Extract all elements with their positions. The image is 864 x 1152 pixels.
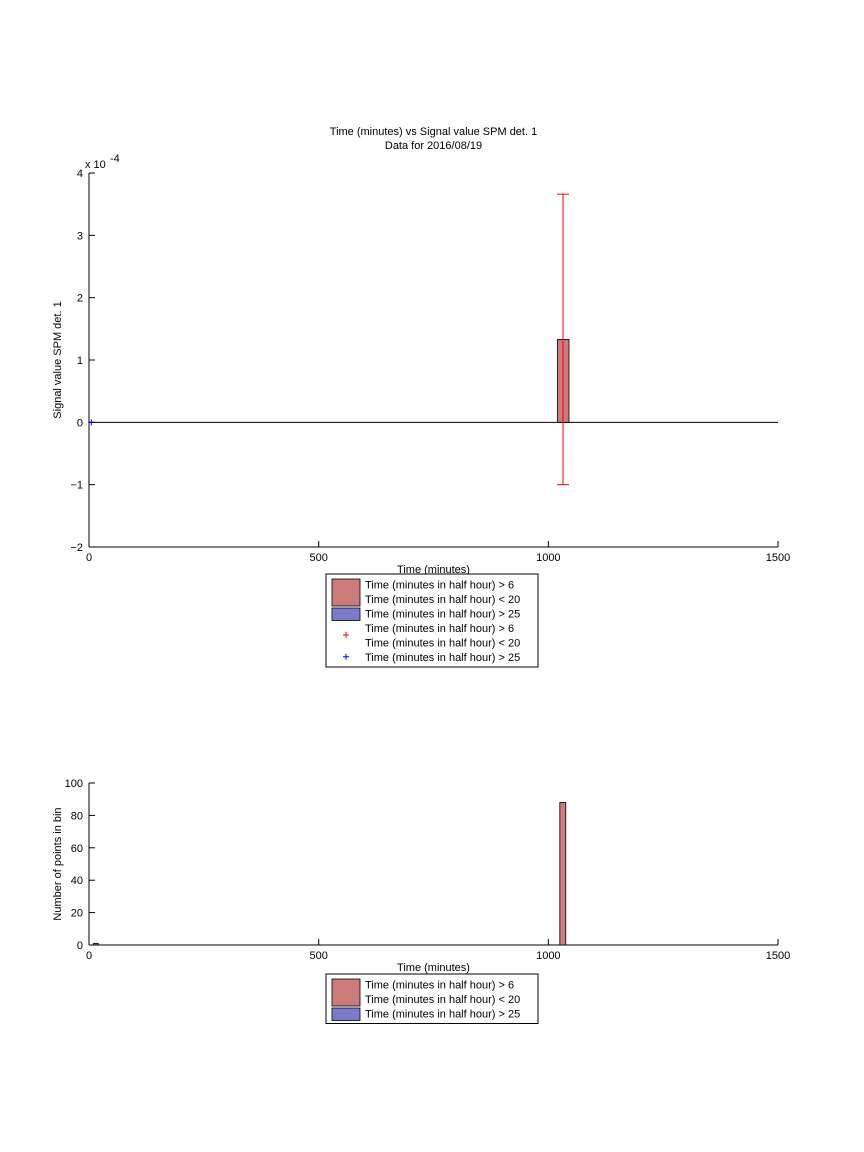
- chart2-legend-swatch-2: [331, 1007, 361, 1021]
- chart1-subtitle: Data for 2016/08/19: [385, 140, 482, 152]
- chart2-legend-label-1: Time (minutes in half hour) < 20: [365, 994, 520, 1006]
- chart2-y-axis-label: Number of points in bin: [52, 807, 64, 920]
- chart2-legend-label-1: Time (minutes in half hour) > 6: [365, 980, 514, 992]
- chart1-y-exponent-power: -4: [110, 153, 120, 165]
- chart1-legend-swatch-1: [331, 578, 361, 607]
- chart1-x-tick-label: 1500: [766, 552, 790, 564]
- chart2-legend-label-2: Time (minutes in half hour) > 25: [365, 1009, 520, 1021]
- chart2-legend-swatch-1: [331, 978, 361, 1007]
- chart1-x-tick-label: 0: [86, 552, 92, 564]
- chart2-x-tick-label: 500: [309, 950, 327, 962]
- chart2-bar-series2: [93, 942, 99, 946]
- chart2-y-tick-label: 60: [71, 843, 83, 855]
- chart1-y-tick-label: 2: [77, 293, 83, 305]
- chart2-legend-box: [325, 973, 539, 1024]
- chart1-legend-label-3: Time (minutes in half hour) > 6: [365, 623, 514, 635]
- chart1-legend-label-1: Time (minutes in half hour) < 20: [365, 594, 520, 606]
- chart1-y-tick-label: 0: [77, 417, 83, 429]
- chart1-legend-label-2: Time (minutes in half hour) > 25: [365, 609, 520, 621]
- chart2-y-tick-label: 0: [77, 940, 83, 952]
- chart1-x-axis-label: Time (minutes): [397, 564, 470, 576]
- chart2-x-tick-label: 0: [86, 950, 92, 962]
- chart2-x-axis-label: Time (minutes): [397, 962, 470, 974]
- chart1-legend-label-4: Time (minutes in half hour) > 25: [365, 652, 520, 664]
- chart1-y-tick-label: 1: [77, 355, 83, 367]
- chart1-y-tick-label: 4: [77, 168, 83, 180]
- chart1-x-tick-label: 500: [309, 552, 327, 564]
- chart1-y-tick-label: −1: [70, 480, 83, 492]
- chart1-title: Time (minutes) vs Signal value SPM det. …: [330, 126, 537, 138]
- chart1-y-tick-label: −2: [70, 542, 83, 554]
- chart1-y-axis-label: Signal value SPM det. 1: [52, 301, 64, 418]
- chart1-legend-label-3: Time (minutes in half hour) < 20: [365, 638, 520, 650]
- chart2-y-tick-label: 80: [71, 810, 83, 822]
- chart2-bar-series1: [559, 802, 567, 946]
- chart1-legend-box: [325, 573, 539, 668]
- chart2-y-tick-label: 100: [65, 778, 83, 790]
- chart1-legend-swatch-2: [331, 607, 361, 621]
- chart2-y-tick-label: 40: [71, 875, 83, 887]
- chart2-y-tick-label: 20: [71, 908, 83, 920]
- chart1-y-exponent-label: x 10: [85, 159, 106, 171]
- chart1-legend-label-1: Time (minutes in half hour) > 6: [365, 580, 514, 592]
- chart1-y-tick-label: 3: [77, 230, 83, 242]
- chart2-x-tick-label: 1000: [536, 950, 560, 962]
- chart2-x-tick-label: 1500: [766, 950, 790, 962]
- chart1-x-tick-label: 1000: [536, 552, 560, 564]
